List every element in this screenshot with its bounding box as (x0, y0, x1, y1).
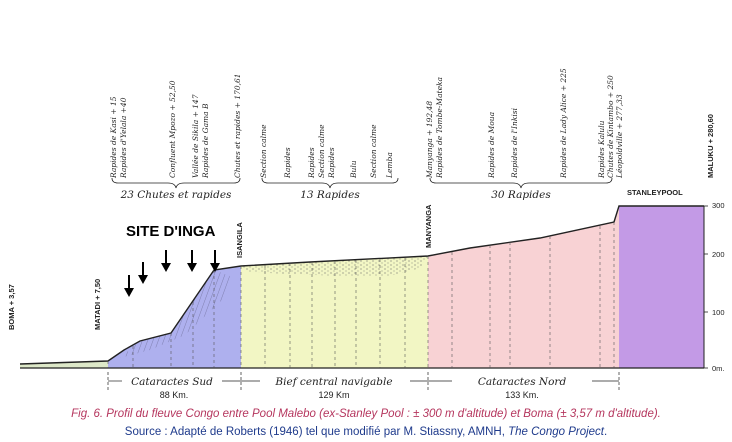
figure-source: Source : Adapté de Roberts (1946) tel qu… (0, 425, 732, 439)
y-axis-ticks (704, 205, 708, 369)
station-dashed-lines (107, 222, 615, 368)
y-tick-200: 200 (712, 250, 725, 259)
stanleypool-fill (619, 206, 704, 368)
cataractes-nord-fill (428, 206, 619, 368)
label-bulu: Bulu (349, 160, 358, 179)
place-maluku: MALUKU + 280,60 (706, 114, 715, 178)
label-rapides-3: Rapides (327, 147, 336, 179)
label-section-calme-3: Section calme (369, 124, 378, 178)
section-bief-central: Bief central navigable (274, 376, 392, 388)
bief-central-fill (241, 256, 428, 368)
group-nord-label: 30 Rapides (491, 189, 551, 201)
group-chutes-label: 23 Chutes et rapides (120, 189, 232, 201)
label-rapides-1: Rapides (283, 147, 292, 179)
y-tick-0: 0m. (712, 364, 725, 373)
river-profile-diagram: 300 200 100 0m. Rapides de Kasi + 15 Rap… (7, 68, 725, 400)
place-stanleypool: STANLEYPOOL (627, 188, 683, 197)
y-tick-300: 300 (712, 201, 725, 210)
brace-chutes (111, 177, 241, 189)
river-profile-line (19, 205, 704, 365)
label-rapides-gama: Rapides de Gama B (201, 103, 210, 179)
cataractes-sud-hatch (120, 270, 230, 358)
group-rapides-label: 13 Rapides (300, 189, 360, 201)
km-cataractes-nord: 133 Km. (505, 390, 539, 400)
label-rapides-moua: Rapides de Moua (487, 112, 496, 179)
label-manyanga-altitude: Manyanga + 192,48 (425, 101, 434, 179)
inga-arrows (124, 250, 220, 297)
label-rapides-2: Rapides (307, 147, 316, 179)
y-tick-100: 100 (712, 308, 725, 317)
km-cataractes-sud: 88 Km. (160, 390, 189, 400)
section-cataractes-nord: Cataractes Nord (478, 376, 567, 388)
place-isangila: ISANGILA (235, 222, 244, 258)
section-cataractes-sud: Cataractes Sud (131, 376, 213, 388)
brace-nord (429, 177, 613, 189)
lower-river-fill (20, 361, 108, 368)
source-title: The Congo Project (508, 426, 604, 438)
label-confluent-mpozo: Confluent Mpozo + 52,50 (168, 80, 177, 178)
label-chutes-kintambo: Chutes de Kintambo + 250 (606, 75, 615, 178)
bottom-dashed-guides (107, 372, 620, 390)
place-manyanga: MANYANGA (424, 204, 433, 248)
label-leopoldville: Léopoldville + 277,33 (615, 94, 624, 179)
label-rapides-kasi: Rapides de Kasi + 15 (109, 96, 118, 179)
label-section-calme-1: Section calme (259, 124, 268, 178)
label-rapides-tombe: Rapides de Tombe-Mateka (435, 77, 444, 179)
label-rapides-inkisi: Rapides de l'Inkisi (510, 107, 519, 179)
figure-caption: Fig. 6. Profil du fleuve Congo entre Poo… (71, 408, 661, 420)
label-chutes-rapides: Chutes et rapides + 170,61 (233, 73, 242, 178)
label-vallee-sikila: Vallée de Sikila + 147 (191, 94, 200, 178)
site-inga-label: SITE D'INGA (126, 223, 216, 240)
place-boma: BOMA + 3,57 (7, 284, 16, 330)
label-rapides-yelala: Rapides d'Yelala +40 (119, 97, 128, 179)
km-bief-central: 129 Km (318, 390, 349, 400)
place-matadi: MATADI + 7,50 (93, 279, 102, 330)
bief-central-speckle (241, 256, 428, 276)
brace-rapides (261, 177, 399, 189)
source-text: Source : Adapté de Roberts (1946) tel qu… (124, 426, 509, 438)
label-lemba: Lemba (385, 152, 394, 179)
label-section-calme-2: Section calme (317, 124, 326, 178)
label-rapides-lady-alice: Rapides de Lady Alice + 225 (559, 68, 568, 179)
source-suffix: . (604, 426, 608, 438)
label-rapides-kalulu: Rapides Kalulu (597, 120, 606, 179)
